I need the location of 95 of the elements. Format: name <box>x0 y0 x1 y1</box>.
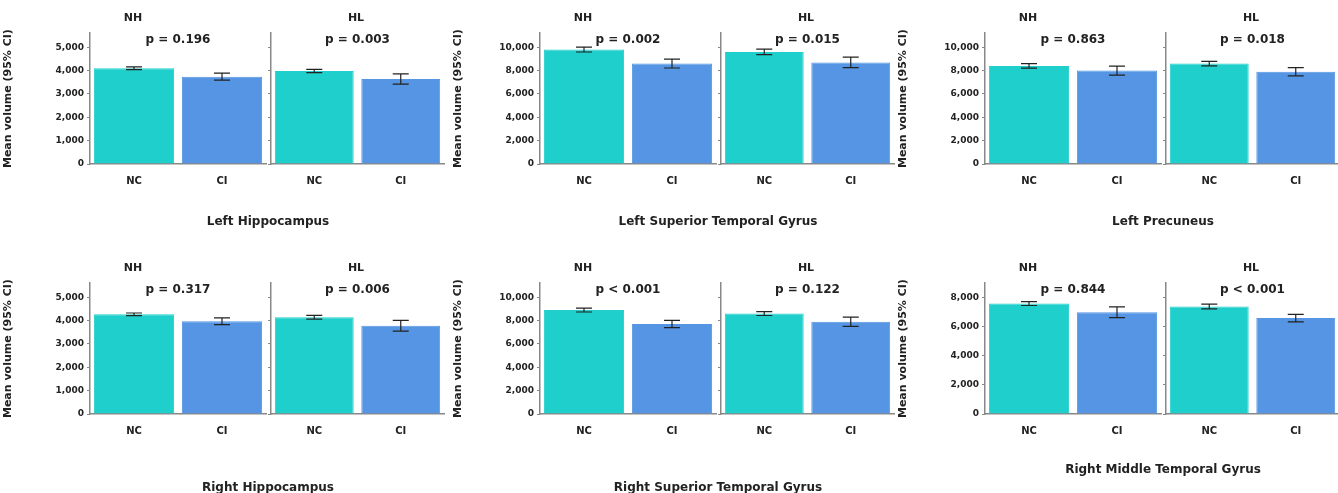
annotation: p = 0.015 <box>775 32 840 47</box>
chart-title: NH <box>573 261 593 275</box>
x-axis-title: Right Middle Temporal Gyrus <box>1064 462 1262 476</box>
y-tick-label: 1,000 <box>55 384 84 395</box>
y-tick-label: 8,000 <box>950 292 979 303</box>
x-tick-label: NC <box>126 424 142 436</box>
chart-title: HL <box>1242 261 1260 275</box>
x-tick-label: CI <box>1111 174 1123 186</box>
x-axis-title: Right Superior Temporal Gyrus <box>612 480 824 493</box>
x-tick-label: NC <box>576 424 592 436</box>
y-tick-label: 0 <box>972 158 979 169</box>
y-tick-label: 4,000 <box>505 361 534 372</box>
annotation: p = 0.122 <box>775 282 840 297</box>
x-tick-label: CI <box>845 174 857 186</box>
y-tick-label: 0 <box>77 408 84 419</box>
y-tick-label: 10,000 <box>499 291 534 302</box>
x-tick-label: NC <box>756 424 773 436</box>
x-axis-title: Left Hippocampus <box>205 214 331 228</box>
x-tick-label: CI <box>666 424 678 436</box>
y-tick-label: 8,000 <box>950 64 979 75</box>
y-tick-label: 4,000 <box>505 111 534 122</box>
annotation: p = 0.844 <box>1040 282 1106 297</box>
x-tick-label: NC <box>1201 174 1218 186</box>
x-tick-label: CI <box>1290 424 1302 436</box>
y-tick-label: 5,000 <box>55 41 84 52</box>
y-tick-label: 3,000 <box>55 338 84 349</box>
y-axis-title: Mean volume (95% CI) <box>896 29 910 169</box>
y-axis-title: Mean volume (95% CI) <box>1 29 15 169</box>
x-tick-label: CI <box>1111 424 1123 436</box>
y-tick-label: 8,000 <box>505 314 534 325</box>
chart-title: HL <box>797 11 815 25</box>
x-tick-label: CI <box>216 424 228 436</box>
annotation: p < 0.001 <box>595 282 661 297</box>
y-tick-label: 4,000 <box>55 314 84 325</box>
x-tick-label: CI <box>395 424 407 436</box>
annotation: p = 0.196 <box>145 32 211 47</box>
y-tick-label: 2,000 <box>55 361 84 372</box>
y-tick-label: 10,000 <box>944 41 979 52</box>
y-tick-label: 5,000 <box>55 291 84 302</box>
y-tick-label: 0 <box>972 408 979 419</box>
y-tick-label: 0 <box>77 158 84 169</box>
x-tick-label: NC <box>1021 424 1037 436</box>
chart-title: NH <box>1018 11 1038 25</box>
y-tick-label: 1,000 <box>55 134 84 145</box>
y-tick-label: 2,000 <box>505 134 534 145</box>
y-tick-label: 3,000 <box>55 88 84 99</box>
y-tick-label: 0 <box>527 408 534 419</box>
x-tick-label: CI <box>845 424 857 436</box>
x-tick-label: NC <box>1201 424 1218 436</box>
y-tick-label: 6,000 <box>950 321 979 332</box>
y-tick-label: 2,000 <box>950 379 979 390</box>
annotation: p = 0.003 <box>325 32 390 47</box>
chart-title: HL <box>1242 11 1260 25</box>
x-tick-label: CI <box>666 174 678 186</box>
x-tick-label: NC <box>126 174 142 186</box>
chart-title: HL <box>797 261 815 275</box>
x-tick-label: NC <box>1021 174 1037 186</box>
chart-title: NH <box>1018 261 1038 275</box>
y-tick-label: 2,000 <box>950 134 979 145</box>
y-tick-label: 2,000 <box>55 111 84 122</box>
y-tick-label: 6,000 <box>505 338 534 349</box>
x-tick-label: CI <box>216 174 228 186</box>
y-axis-title: Mean volume (95% CI) <box>896 279 910 419</box>
y-tick-label: 8,000 <box>505 64 534 75</box>
annotation: p = 0.002 <box>595 32 661 47</box>
annotation: p < 0.001 <box>1220 282 1285 297</box>
chart-title: NH <box>123 261 143 275</box>
annotation: p = 0.317 <box>145 282 211 297</box>
y-tick-label: 4,000 <box>950 111 979 122</box>
y-axis-title: Mean volume (95% CI) <box>451 279 465 419</box>
chart-title: NH <box>123 11 143 25</box>
y-tick-label: 6,000 <box>505 88 534 99</box>
annotation: p = 0.018 <box>1220 32 1285 47</box>
chart-title: HL <box>347 261 365 275</box>
x-axis-title: Right Hippocampus <box>201 480 335 493</box>
x-tick-label: CI <box>1290 174 1302 186</box>
y-tick-label: 0 <box>527 158 534 169</box>
y-axis-title: Mean volume (95% CI) <box>451 29 465 169</box>
y-tick-label: 2,000 <box>505 384 534 395</box>
x-tick-label: NC <box>306 174 323 186</box>
x-tick-label: NC <box>306 424 323 436</box>
x-tick-label: NC <box>756 174 773 186</box>
annotation: p = 0.006 <box>325 282 390 297</box>
x-axis-title: Left Precuneus <box>1111 214 1215 228</box>
y-tick-label: 4,000 <box>950 350 979 361</box>
y-axis-title: Mean volume (95% CI) <box>1 279 15 419</box>
x-tick-label: NC <box>576 174 592 186</box>
chart-title: NH <box>573 11 593 25</box>
y-tick-label: 4,000 <box>55 64 84 75</box>
y-tick-label: 10,000 <box>499 41 534 52</box>
x-tick-label: CI <box>395 174 407 186</box>
annotation: p = 0.863 <box>1040 32 1106 47</box>
y-tick-label: 6,000 <box>950 88 979 99</box>
x-axis-title: Left Superior Temporal Gyrus <box>617 214 819 228</box>
chart-title: HL <box>347 11 365 25</box>
